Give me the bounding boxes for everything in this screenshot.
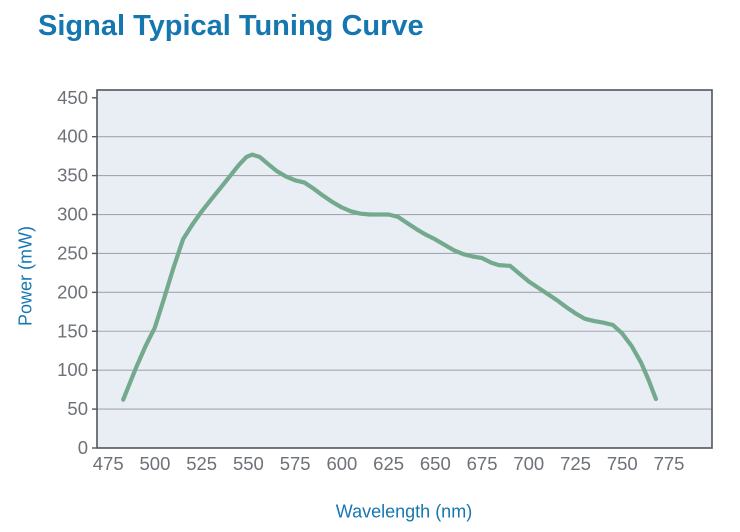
x-tick-label-750: 750	[607, 453, 638, 474]
plot-area	[97, 90, 712, 448]
chart-title: Signal Typical Tuning Curve	[38, 10, 424, 42]
y-tick-label-250: 250	[57, 242, 88, 263]
x-tick-label-475: 475	[93, 453, 124, 474]
x-tick-label-575: 575	[280, 453, 311, 474]
plot-border	[96, 89, 713, 449]
x-tick-label-600: 600	[326, 453, 357, 474]
y-tick-label-350: 350	[57, 165, 88, 186]
y-tick-label-100: 100	[57, 359, 88, 380]
x-tick-label-625: 625	[373, 453, 404, 474]
y-tick-label-450: 450	[57, 87, 88, 108]
x-tick-label-550: 550	[233, 453, 264, 474]
x-tick-label-675: 675	[467, 453, 498, 474]
x-axis-title: Wavelength (nm)	[335, 501, 473, 522]
y-tick-label-200: 200	[57, 281, 88, 302]
x-tick-label-500: 500	[140, 453, 171, 474]
x-tick-label-725: 725	[560, 453, 591, 474]
y-tick-label-400: 400	[57, 126, 88, 147]
x-tick-label-775: 775	[654, 453, 685, 474]
y-tick-label-0: 0	[78, 437, 88, 458]
x-tick-label-525: 525	[186, 453, 217, 474]
y-tick-label-50: 50	[67, 398, 88, 419]
signal-power-curve	[121, 152, 659, 402]
x-tick-label-700: 700	[513, 453, 544, 474]
y-axis-title: Power (mW)	[15, 226, 36, 326]
x-tick-label-650: 650	[420, 453, 451, 474]
y-tick-label-300: 300	[57, 204, 88, 225]
y-tick-label-150: 150	[57, 320, 88, 341]
